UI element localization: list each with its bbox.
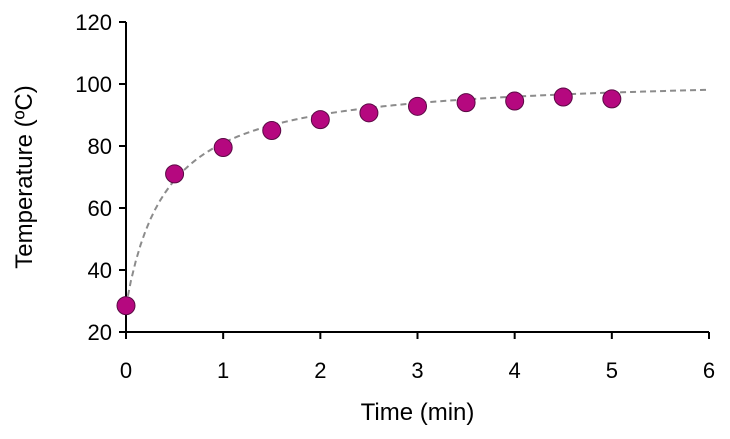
x-tick-label: 4	[509, 358, 521, 383]
y-axis-title: Temperature (ºC)	[11, 85, 38, 268]
y-tick-label: 80	[88, 134, 112, 159]
fit-curve-layer	[125, 88, 710, 306]
data-point	[213, 138, 233, 158]
data-point	[456, 93, 476, 113]
data-point	[262, 121, 282, 140]
data-points	[116, 87, 622, 316]
data-point	[553, 87, 573, 107]
data-point	[310, 110, 330, 130]
y-ticks: 20 40 60 80 100 120	[75, 10, 126, 345]
y-tick-label: 100	[75, 72, 112, 97]
x-ticks: 0 1 2 3 4 5 6	[120, 332, 715, 383]
data-point	[165, 164, 185, 184]
fit-curve	[125, 88, 710, 306]
y-tick-label: 40	[88, 258, 112, 283]
axes	[125, 22, 709, 333]
x-tick-label: 3	[411, 358, 423, 383]
y-tick-label: 120	[75, 10, 112, 35]
data-point	[116, 296, 136, 316]
y-tick-label: 20	[88, 320, 112, 345]
data-point	[505, 91, 525, 111]
y-tick-label: 60	[88, 196, 112, 221]
x-tick-label: 1	[217, 358, 229, 383]
x-axis-title: Time (min)	[361, 399, 475, 426]
x-tick-label: 5	[606, 358, 618, 383]
x-tick-label: 2	[314, 358, 326, 383]
data-point	[602, 89, 622, 109]
x-tick-label: 0	[120, 358, 132, 383]
data-point	[408, 96, 427, 116]
x-tick-label: 6	[703, 358, 715, 383]
data-point	[359, 103, 379, 123]
